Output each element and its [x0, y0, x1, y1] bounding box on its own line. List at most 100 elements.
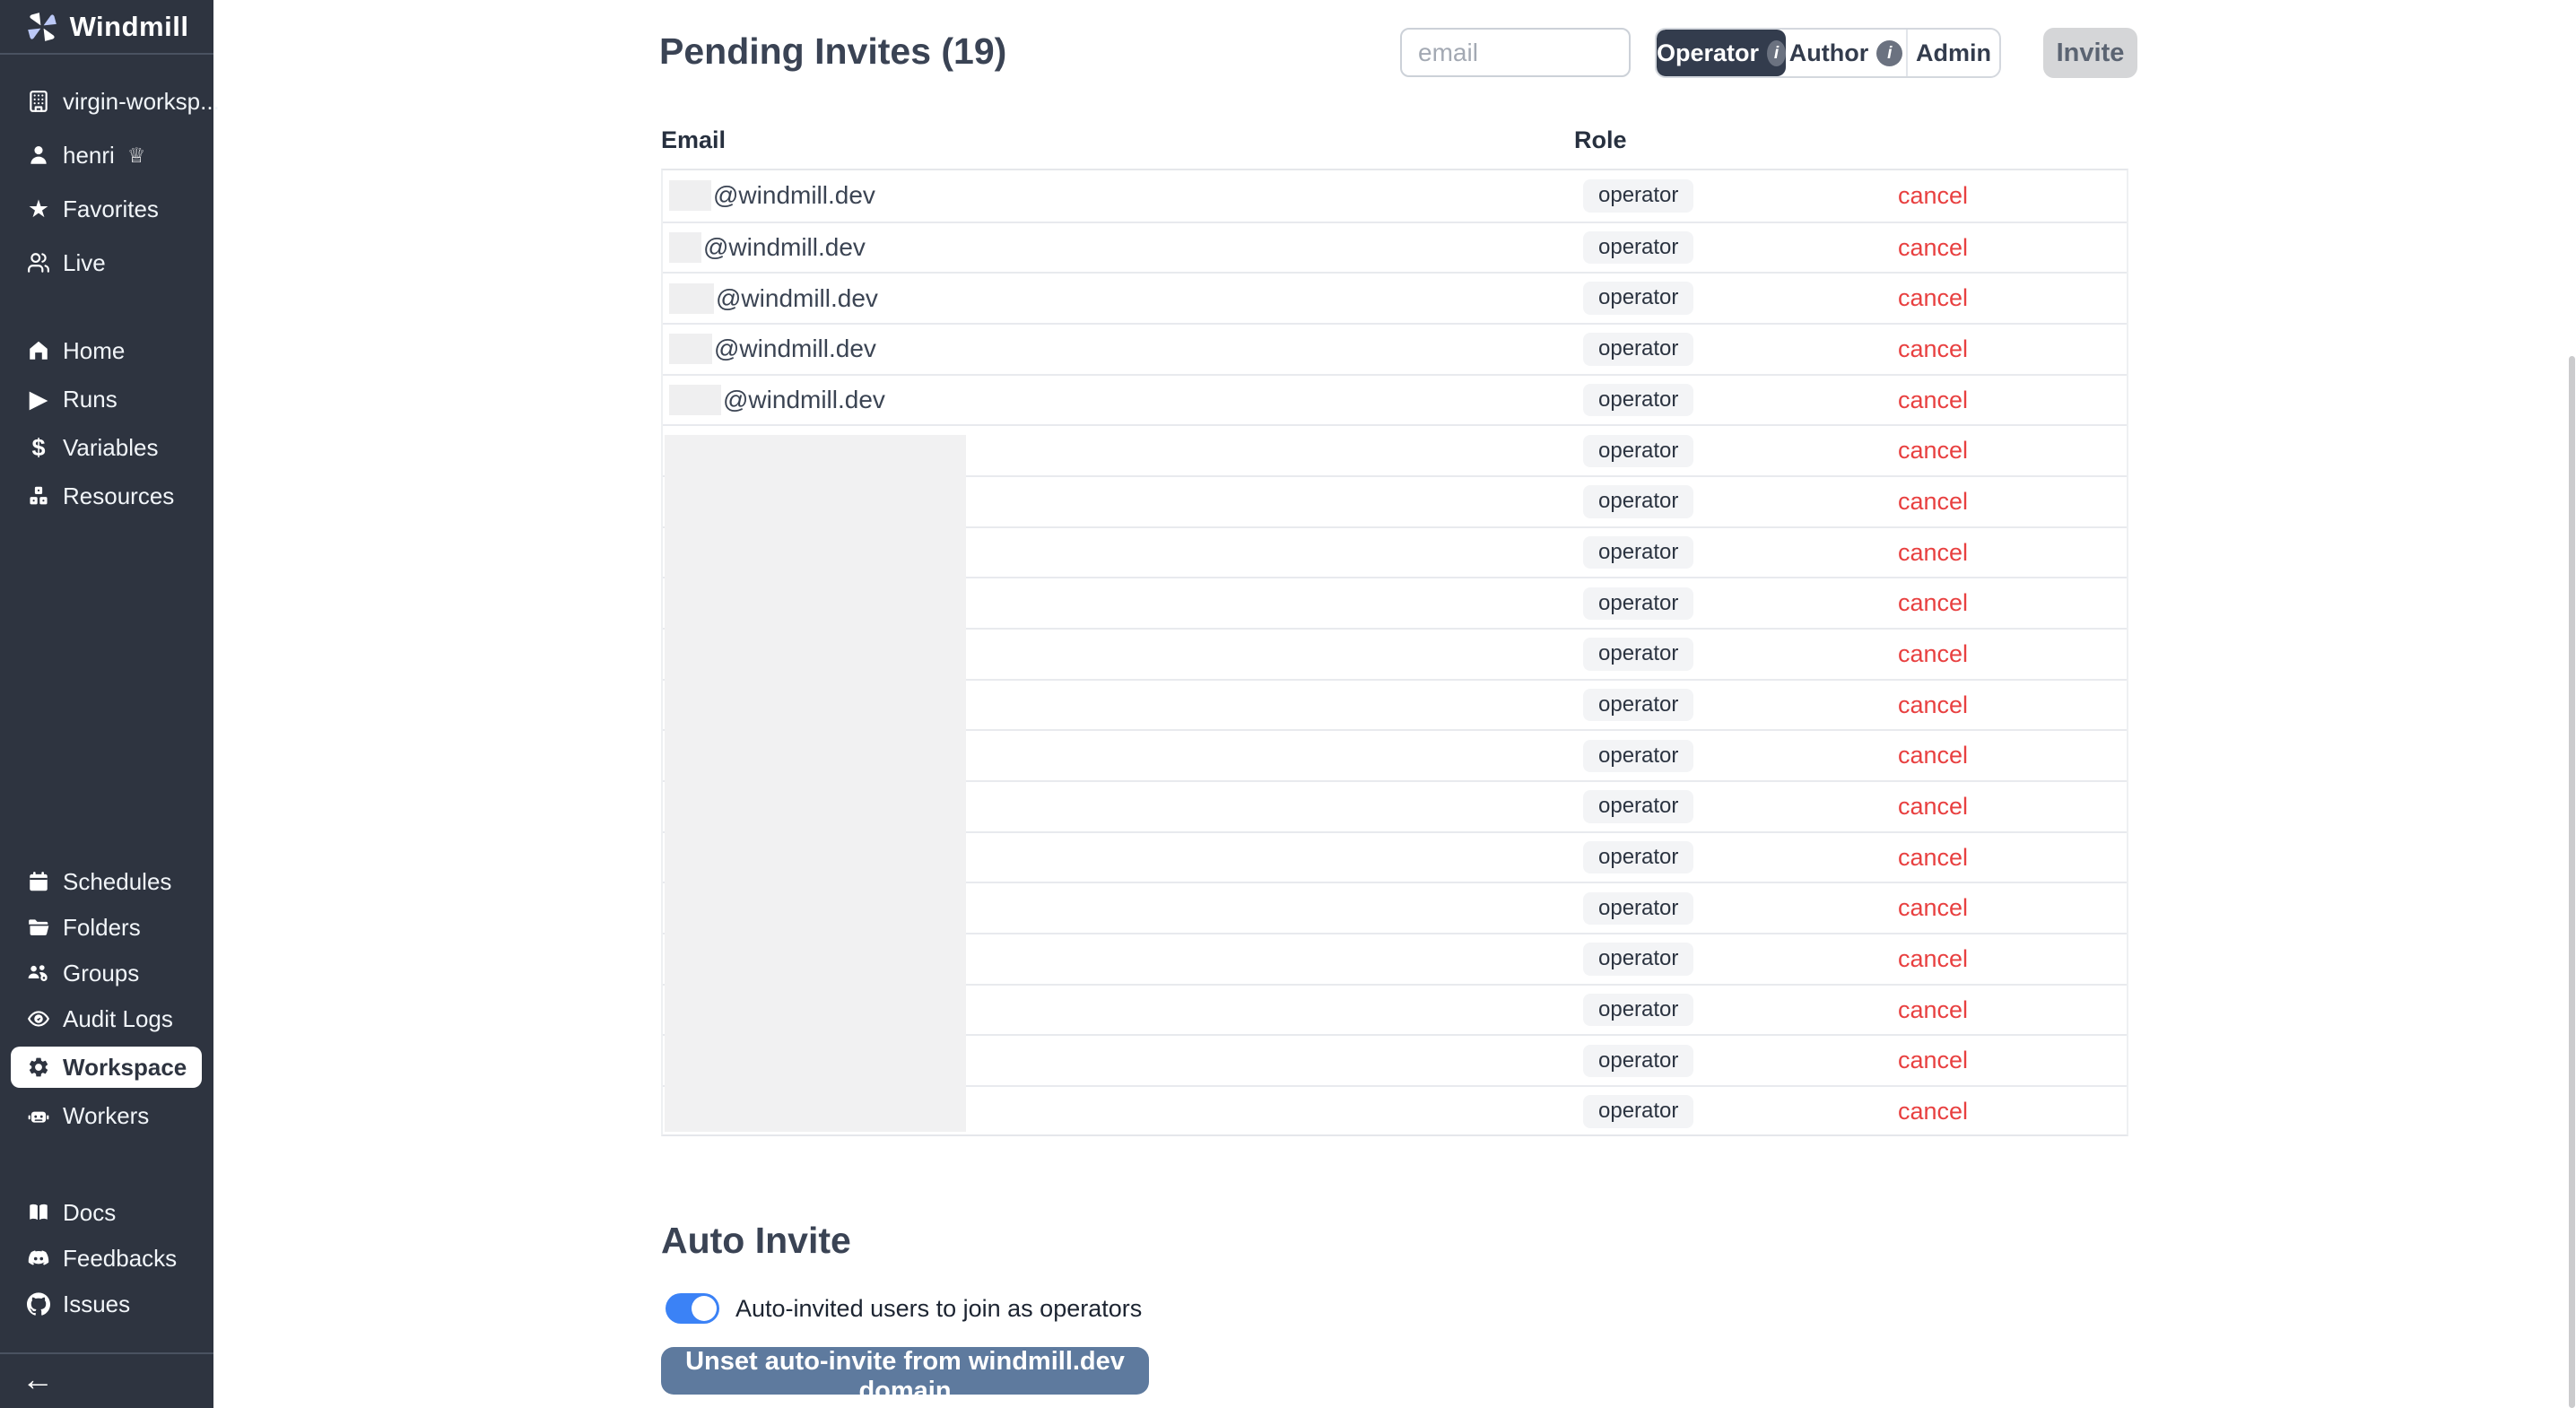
sidebar-item-resources[interactable]: Resources	[0, 478, 213, 514]
invite-role-cell: operator	[1583, 1095, 1898, 1128]
folder-icon	[25, 914, 52, 941]
table-row: operator cancel	[663, 424, 2127, 475]
invite-action-cell: cancel	[1898, 589, 2127, 617]
sidebar-item-workspace-switcher[interactable]: virgin-worksp...	[0, 83, 220, 119]
sidebar-item-docs[interactable]: Docs	[0, 1195, 213, 1230]
workers-label: Workers	[63, 1101, 150, 1129]
cancel-invite-link[interactable]: cancel	[1898, 284, 1969, 312]
table-row: operator cancel	[663, 475, 2127, 526]
info-icon[interactable]: i	[1767, 39, 1786, 66]
sidebar-item-user[interactable]: henri ♕	[0, 137, 213, 173]
cancel-invite-link[interactable]: cancel	[1898, 233, 1969, 261]
role-badge: operator	[1583, 739, 1694, 772]
cancel-invite-link[interactable]: cancel	[1898, 386, 1969, 413]
invite-action-cell: cancel	[1898, 182, 2127, 210]
table-row: operator cancel	[663, 628, 2127, 679]
resources-label: Resources	[63, 482, 175, 509]
cancel-invite-link[interactable]: cancel	[1898, 894, 1969, 922]
role-option-operator[interactable]: Operator i	[1657, 30, 1786, 76]
sidebar-item-groups[interactable]: Groups	[0, 955, 213, 991]
cancel-invite-link[interactable]: cancel	[1898, 639, 1969, 667]
table-row: operator cancel	[663, 729, 2127, 780]
sidebar-item-schedules[interactable]: Schedules	[0, 864, 213, 900]
cancel-invite-link[interactable]: cancel	[1898, 944, 1969, 972]
invite-button[interactable]: Invite	[2043, 28, 2137, 78]
invite-action-cell: cancel	[1898, 640, 2127, 668]
auto-invite-toggle[interactable]	[666, 1293, 719, 1324]
invite-email: @windmill.dev	[714, 335, 876, 363]
invite-role-cell: operator	[1583, 1044, 1898, 1077]
sidebar-item-variables[interactable]: $ Variables	[0, 430, 213, 465]
variables-label: Variables	[63, 433, 159, 461]
sidebar-item-audit-logs[interactable]: Audit Logs	[0, 1001, 213, 1037]
invite-action-cell: cancel	[1898, 234, 2127, 262]
sidebar-item-folders[interactable]: Folders	[0, 909, 213, 945]
sidebar-item-workers[interactable]: Workers	[0, 1098, 213, 1134]
invite-role-cell: operator	[1583, 587, 1898, 620]
home-icon	[25, 337, 52, 364]
cancel-invite-link[interactable]: cancel	[1898, 437, 1969, 465]
invite-role-cell: operator	[1583, 179, 1898, 213]
info-icon[interactable]: i	[1876, 39, 1903, 66]
role-option-admin[interactable]: Admin	[1906, 30, 1999, 76]
table-row: @windmill.dev operator cancel	[663, 373, 2127, 425]
invite-email-input[interactable]	[1400, 28, 1631, 77]
cancel-invite-link[interactable]: cancel	[1898, 843, 1969, 871]
cancel-invite-link[interactable]: cancel	[1898, 1047, 1969, 1074]
invite-role-cell: operator	[1583, 434, 1898, 467]
issues-label: Issues	[63, 1290, 131, 1317]
invite-email-cell: @windmill.dev	[663, 334, 1583, 365]
role-badge: operator	[1583, 993, 1694, 1027]
pending-invites-table: @windmill.dev operator cancel @windmill.…	[661, 169, 2128, 1136]
role-option-operator-label: Operator	[1657, 39, 1760, 66]
cancel-invite-link[interactable]: cancel	[1898, 181, 1969, 209]
role-badge: operator	[1583, 587, 1694, 620]
sidebar-item-runs[interactable]: ▶ Runs	[0, 381, 213, 417]
cancel-invite-link[interactable]: cancel	[1898, 995, 1969, 1023]
user-icon	[25, 142, 52, 169]
role-badge: operator	[1583, 943, 1694, 976]
invite-action-cell: cancel	[1898, 996, 2127, 1024]
star-icon: ★	[27, 195, 50, 222]
vertical-scrollbar-thumb[interactable]	[2569, 356, 2575, 1408]
sidebar-item-workspace[interactable]: Workspace	[11, 1047, 202, 1088]
invite-role-cell: operator	[1583, 383, 1898, 417]
app-logo[interactable]: Windmill	[0, 0, 213, 55]
sidebar-item-favorites[interactable]: ★ Favorites	[0, 191, 213, 227]
users-gear-icon	[25, 960, 52, 986]
redacted-name-box	[669, 282, 714, 314]
robot-icon	[25, 1102, 52, 1129]
sidebar-item-feedbacks[interactable]: Feedbacks	[0, 1240, 213, 1276]
workspace-switcher-label: virgin-worksp...	[63, 87, 220, 115]
unset-auto-invite-button[interactable]: Unset auto-invite from windmill.dev doma…	[661, 1347, 1149, 1405]
sidebar-item-live[interactable]: Live	[0, 245, 213, 281]
admin-crown-icon: ♕	[126, 143, 146, 167]
table-row: @windmill.dev operator cancel	[663, 272, 2127, 323]
cancel-invite-link[interactable]: cancel	[1898, 589, 1969, 617]
sidebar-item-home[interactable]: Home	[0, 333, 213, 369]
auto-invite-toggle-row: Auto-invited users to join as operators	[666, 1293, 1142, 1324]
role-option-author[interactable]: Author i	[1786, 30, 1906, 76]
invite-role-cell: operator	[1583, 282, 1898, 315]
sidebar-item-issues[interactable]: Issues	[0, 1286, 213, 1322]
cancel-invite-link[interactable]: cancel	[1898, 792, 1969, 820]
invite-role-cell: operator	[1583, 790, 1898, 823]
cancel-invite-link[interactable]: cancel	[1898, 487, 1969, 515]
runs-label: Runs	[63, 385, 117, 413]
cancel-invite-link[interactable]: cancel	[1898, 1097, 1969, 1125]
cancel-invite-link[interactable]: cancel	[1898, 335, 1969, 362]
invite-action-cell: cancel	[1898, 1047, 2127, 1074]
table-row: operator cancel	[663, 780, 2127, 831]
invite-role-cell: operator	[1583, 943, 1898, 976]
feedbacks-label: Feedbacks	[63, 1244, 178, 1272]
auto-invite-toggle-label: Auto-invited users to join as operators	[735, 1294, 1143, 1322]
cancel-invite-link[interactable]: cancel	[1898, 538, 1969, 566]
eye-icon	[25, 1005, 52, 1032]
role-badge: operator	[1583, 434, 1694, 467]
collapse-sidebar-button[interactable]: ←	[22, 1360, 54, 1397]
table-row: operator cancel	[663, 577, 2127, 628]
cancel-invite-link[interactable]: cancel	[1898, 691, 1969, 718]
email-column-header: Email	[661, 126, 727, 153]
role-segmented-control: Operator i Author i Admin	[1655, 28, 2001, 78]
cancel-invite-link[interactable]: cancel	[1898, 742, 1969, 769]
